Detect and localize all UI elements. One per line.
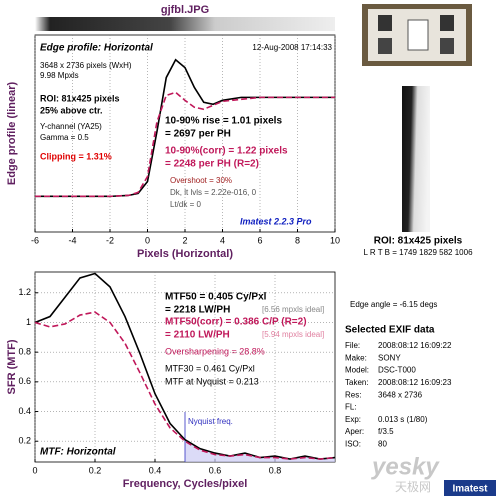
exif-title: Selected EXIF data <box>345 325 435 336</box>
roi-coords: L R T B = 1749 1829 582 1006 <box>363 248 473 257</box>
chart: 0 0.2 0.4 0.6 0.8 0.2 0.4 0.6 0.8 1 1.2 Frequency, … <box>6 271 336 490</box>
annotation: MTF at Nyquist = 0.213 <box>165 376 259 386</box>
exif-key: Exp: <box>345 415 361 424</box>
exif-key: Res: <box>345 390 361 399</box>
y-tick-label: 1 <box>26 317 31 327</box>
annotation: MTF30 = 0.461 Cy/Pxl <box>165 363 255 373</box>
exif-value: 2008:08:12 16:09:22 <box>378 341 452 350</box>
x-tick-label: 0.8 <box>269 465 282 475</box>
exif-key: Taken: <box>345 378 369 387</box>
exif-key: Model: <box>345 366 369 375</box>
exif-key: File: <box>345 341 360 350</box>
roi-title: ROI: 81x425 pixels <box>374 236 463 247</box>
annotation: Overshoot = 30% <box>170 176 232 185</box>
annotation: MTF50(corr) = 0.386 C/P (R=2) <box>165 317 307 328</box>
watermark-site: yesky <box>371 453 440 480</box>
y-axis-label: Edge profile (linear) <box>6 82 18 186</box>
x-tick-label: 0.6 <box>209 465 222 475</box>
annotation: 10-90%(corr) = 1.22 pixels <box>165 146 288 157</box>
exif-value: 80 <box>378 440 387 449</box>
x-tick-label: -4 <box>68 235 76 245</box>
y-tick-label: 0.2 <box>18 436 31 446</box>
annotation: Clipping = 1.31% <box>40 151 112 161</box>
x-tick-label: -6 <box>31 235 39 245</box>
x-tick-label: 10 <box>330 235 340 245</box>
x-tick-label: 0.2 <box>89 465 102 475</box>
annotation: Lt/dk = 0 <box>170 200 201 209</box>
exif-value: f/3.5 <box>378 427 394 436</box>
x-tick-label: 8 <box>295 235 300 245</box>
annotation: 3648 x 2736 pixels (WxH) <box>40 61 132 70</box>
chart-title: Edge profile: Horizontal <box>40 43 153 54</box>
annotation: [5.94 mpxls ideal] <box>262 330 324 339</box>
annotation: [6.56 mpxls ideal] <box>262 305 324 314</box>
annotation: = 2110 LW/PH <box>165 330 230 341</box>
annotation: 10-90% rise = 1.01 pixels <box>165 116 282 127</box>
exif-value: SONY <box>378 353 401 362</box>
annotation: MTF50 = 0.405 Cy/Pxl <box>165 292 267 303</box>
x-axis-label: Frequency, Cycles/pixel <box>123 478 248 490</box>
y-tick-label: 0.4 <box>18 406 31 416</box>
annotation: Oversharpening = 28.8% <box>165 346 265 356</box>
edge-angle: Edge angle = -6.15 degs <box>350 300 437 309</box>
watermark-cn: 天极网 <box>395 480 431 494</box>
y-tick-label: 1.2 <box>18 287 31 297</box>
exif-value: 0.013 s (1/80) <box>378 415 428 424</box>
y-axis-label: SFR (MTF) <box>6 339 18 394</box>
chart-title: MTF: Horizontal <box>40 447 116 458</box>
x-tick-label: 6 <box>257 235 262 245</box>
annotation: ROI: 81x425 pixels <box>40 93 120 103</box>
x-tick-label: -2 <box>106 235 114 245</box>
x-tick-label: 0 <box>32 465 37 475</box>
roi-image <box>402 86 430 232</box>
annotation: Dk, lt lvls = 2.22e-016, 0 <box>170 188 257 197</box>
annotation: Y-channel (YA25) <box>40 122 102 131</box>
exif-key: FL: <box>345 403 357 412</box>
series-line <box>35 91 335 198</box>
nyquist-area <box>185 439 335 462</box>
exif-value: 2008:08:12 16:09:23 <box>378 378 452 387</box>
annotation: = 2697 per PH <box>165 129 231 140</box>
exif-key: Aper: <box>345 427 364 436</box>
annotation: 9.98 Mpxls <box>40 71 79 80</box>
edge-strip <box>35 17 335 31</box>
y-tick-label: 0.6 <box>18 376 31 386</box>
thumbnail <box>362 4 472 66</box>
chart: -6 -4 -2 0 2 4 6 8 10 Pixels (Horizontal) Edge pro… <box>6 34 340 260</box>
logo-box <box>444 480 496 496</box>
x-tick-label: 0 <box>145 235 150 245</box>
series-line <box>34 311 336 460</box>
x-tick-label: 4 <box>220 235 225 245</box>
annotation: Imatest 2.2.3 Pro <box>240 216 312 226</box>
annotation: = 2218 LW/PH <box>165 305 230 316</box>
exif-value: DSC-T000 <box>378 366 416 375</box>
chart-date: 12-Aug-2008 17:14:33 <box>252 43 332 52</box>
annotation: 25% above ctr. <box>40 105 103 115</box>
exif-key: ISO: <box>345 440 361 449</box>
annotation: Gamma = 0.5 <box>40 133 89 142</box>
exif-key: Make: <box>345 353 367 362</box>
nyquist-label: Nyquist freq. <box>188 417 233 426</box>
x-axis-label: Pixels (Horizontal) <box>137 248 233 260</box>
x-tick-label: 2 <box>182 235 187 245</box>
file-title: gjfbl.JPG <box>161 4 209 16</box>
x-tick-label: 0.4 <box>149 465 162 475</box>
logo: Imatest <box>452 484 488 495</box>
annotation: = 2248 per PH (R=2) <box>165 159 259 170</box>
exif-value: 3648 x 2736 <box>378 390 423 399</box>
y-tick-label: 0.8 <box>18 347 31 357</box>
